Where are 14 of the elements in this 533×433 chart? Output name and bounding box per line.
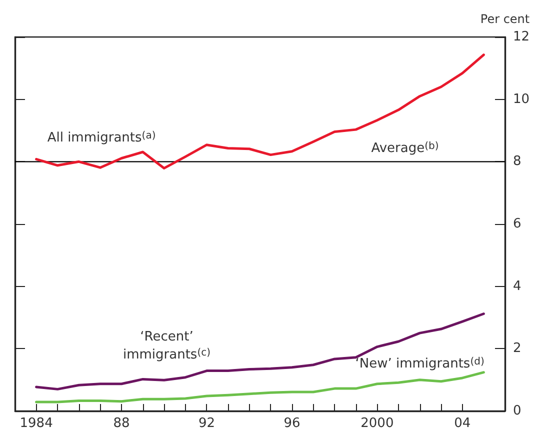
y-tick-label: 6: [513, 216, 522, 232]
x-tick-label: 1984: [20, 416, 53, 431]
y-tick-label: 0: [513, 404, 522, 418]
x-tick-label: 96: [284, 416, 300, 431]
x-tick-label: 92: [198, 416, 216, 431]
y-tick-label: 8: [513, 154, 522, 170]
x-tick-label: 04: [454, 416, 471, 431]
y-tick-label: 10: [513, 92, 530, 107]
y-tick-label: 12: [513, 30, 530, 44]
x-tick-label: 2000: [360, 416, 394, 431]
y-axis-title: Per cent: [480, 12, 530, 26]
x-tick-label: 88: [113, 416, 130, 431]
y-tick-label: 4: [513, 278, 522, 294]
y-tick-label: 2: [513, 341, 522, 356]
